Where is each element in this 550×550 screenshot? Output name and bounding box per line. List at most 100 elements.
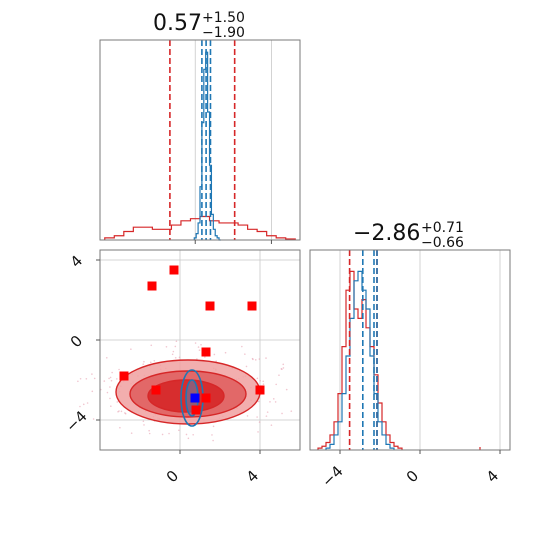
sample-dot (246, 415, 249, 417)
x-tick-label: 4 (483, 467, 502, 486)
sample-dot (244, 353, 246, 355)
sample-dot (256, 377, 259, 380)
histogram-red-step (317, 270, 403, 450)
point-red-square (255, 385, 265, 395)
sample-dot (93, 377, 96, 380)
sample-dot (204, 356, 206, 358)
sample-dot (111, 371, 113, 374)
sample-dot (86, 402, 89, 404)
sample-dot (270, 424, 273, 426)
sample-dot (142, 363, 145, 365)
panel-frame (99, 39, 301, 241)
sample-dot (175, 340, 178, 343)
sample-dot (278, 374, 280, 376)
panel-title-value: 0.57 (153, 11, 202, 36)
sample-dot (259, 379, 261, 382)
sample-dot (196, 358, 198, 360)
sample-dot (115, 378, 118, 380)
sample-dot (256, 416, 258, 418)
sample-dot (211, 434, 213, 436)
sample-dot (85, 377, 88, 380)
sample-dot (215, 360, 217, 363)
sample-dot (91, 373, 93, 375)
sample-dot (108, 377, 110, 380)
sample-dot (165, 345, 168, 348)
sample-dot (258, 421, 261, 423)
y-tick-label: −4 (62, 407, 90, 435)
sample-dot (290, 410, 293, 412)
point-red-square (169, 265, 179, 275)
panel-frame (99, 249, 301, 451)
histogram-blue-step (193, 51, 221, 241)
sample-dot (266, 411, 269, 413)
sample-dot (109, 397, 111, 400)
sample-dot (91, 390, 94, 393)
sample-dot (77, 380, 79, 383)
sample-dot (275, 383, 277, 386)
x-tick-label: 0 (403, 467, 422, 486)
point-red-square (201, 393, 211, 403)
sample-dot (148, 429, 150, 432)
sample-dot (143, 360, 145, 363)
sample-dot (212, 439, 214, 442)
sample-dot (116, 401, 119, 403)
sample-dot (258, 358, 261, 360)
sample-dot (117, 410, 119, 413)
sample-dot (106, 391, 109, 394)
sample-dot (281, 412, 283, 415)
sample-dot (110, 405, 112, 408)
panel-title-minus: −0.66 (421, 235, 464, 251)
panel-title-value: −2.86 (353, 221, 420, 246)
x-tick-label: −4 (318, 462, 346, 490)
sample-dot (269, 401, 271, 403)
panel-title-plus: +0.71 (421, 220, 464, 236)
sample-dot (265, 415, 268, 417)
sample-dot (79, 405, 81, 408)
sample-dot (274, 401, 277, 403)
sample-dot (130, 348, 132, 350)
sample-dot (130, 432, 133, 434)
point-red-square (201, 347, 211, 357)
sample-dot (178, 429, 180, 432)
sample-dot (245, 365, 248, 368)
sample-dot (192, 433, 194, 436)
sample-dot (120, 410, 123, 413)
sample-dot (185, 433, 188, 436)
sample-dot (118, 368, 120, 371)
panel-title-minus: −1.90 (202, 25, 245, 41)
x-tick-label: 0 (163, 467, 182, 486)
sample-dot (224, 351, 227, 354)
histogram-blue-step (325, 270, 395, 450)
sample-dot (109, 386, 111, 388)
sample-dot (174, 356, 177, 359)
sample-dot (194, 342, 197, 344)
sample-dot (153, 360, 156, 362)
sample-dot (254, 359, 257, 361)
sample-dot (92, 418, 95, 420)
sample-dot (285, 388, 288, 391)
point-red-square (151, 385, 161, 395)
sample-dot (212, 425, 215, 428)
point-blue-square (190, 393, 200, 403)
point-red-square (247, 301, 257, 311)
x-tick-label: 4 (243, 467, 262, 486)
sample-dot (200, 343, 202, 346)
sample-dot (213, 353, 216, 356)
panel-top-left-histogram: 0.57 +1.50 −1.90 (99, 10, 301, 244)
sample-dot (124, 412, 126, 414)
sample-dot (272, 398, 275, 400)
sample-dot (174, 345, 177, 348)
sample-dot (178, 356, 181, 359)
panel-frame (309, 249, 511, 451)
sample-dot (119, 426, 121, 429)
sample-dot (143, 424, 145, 426)
sample-dot (82, 403, 85, 406)
point-red-square (147, 281, 157, 291)
sample-dot (265, 357, 267, 359)
sample-dot (110, 379, 113, 382)
panel-bottom-left-scatter: 0 4 4 0 −4 (62, 249, 301, 486)
point-red-square (191, 405, 201, 415)
sample-dot (150, 344, 153, 347)
sample-dot (149, 361, 152, 364)
